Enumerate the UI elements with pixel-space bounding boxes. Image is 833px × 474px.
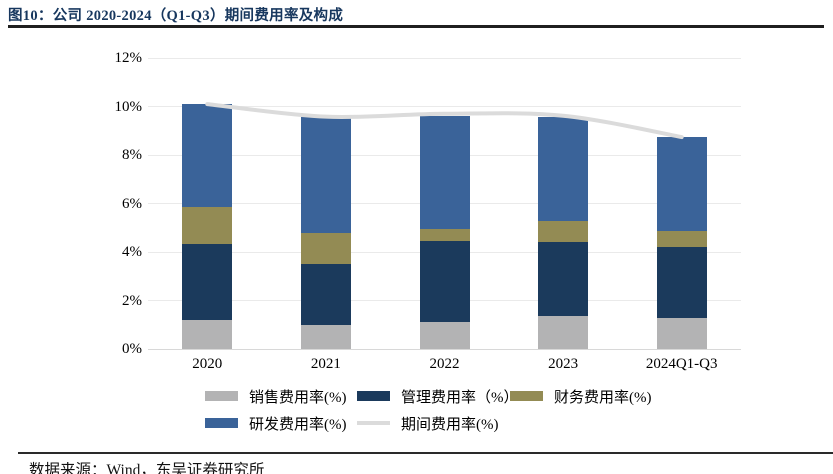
bar-segment-研发费用率(%)	[300, 116, 351, 233]
grid-line-0%	[148, 348, 741, 350]
bar-segment-管理费用率（%）	[656, 247, 707, 318]
legend-row: 销售费用率(%) 管理费用率（%） 财务费用率(%)	[205, 389, 652, 406]
bar-segment-研发费用率(%)	[656, 137, 707, 231]
bar-segment-销售费用率(%)	[656, 317, 707, 349]
legend-label: 管理费用率（%）	[401, 389, 519, 406]
bar-segment-研发费用率(%)	[538, 116, 589, 221]
legend-item-财务费用率(%): 财务费用率(%)	[510, 386, 652, 407]
bar-segment-研发费用率(%)	[419, 116, 470, 229]
y-tick-label: 8%	[122, 147, 142, 163]
x-tick-label: 2022	[429, 356, 460, 372]
title-divider-rule	[8, 25, 824, 28]
bar-segment-财务费用率(%)	[182, 206, 233, 244]
legend-color-swatch	[510, 391, 543, 401]
bar-segment-销售费用率(%)	[300, 325, 351, 349]
y-tick-label: 12%	[114, 50, 143, 66]
bar-segment-财务费用率(%)	[419, 228, 470, 242]
y-tick-label: 2%	[122, 292, 142, 309]
legend-label: 财务费用率(%)	[554, 389, 652, 406]
x-tick-label: 2020	[192, 356, 223, 372]
legend-color-swatch	[205, 418, 238, 428]
bar-segment-销售费用率(%)	[182, 319, 233, 349]
bar-segment-研发费用率(%)	[182, 104, 233, 207]
legend-label: 期间费用率(%)	[401, 416, 499, 433]
data-source-note: 数据来源：Wind，东吴证券研究所	[29, 462, 265, 474]
figure-title: 图10：公司 2020-2024（Q1-Q3）期间费用率及构成	[8, 8, 344, 24]
chart-legend: 销售费用率(%) 管理费用率（%） 财务费用率(%) 研发费用率(%) 期间费用率(%)	[205, 389, 652, 443]
y-tick-label: 0%	[122, 341, 142, 357]
y-tick-label: 10%	[114, 98, 143, 115]
bar-segment-管理费用率（%）	[538, 241, 589, 316]
bar-segment-管理费用率（%）	[419, 241, 470, 322]
legend-item-管理费用率（%）: 管理费用率（%）	[357, 386, 519, 407]
bar-segment-管理费用率（%）	[300, 263, 351, 326]
x-tick-label: 2021	[310, 356, 341, 372]
bar-segment-销售费用率(%)	[419, 321, 470, 349]
grid-line-10%	[148, 106, 741, 107]
x-tick-label: 2024Q1-Q3	[645, 356, 718, 372]
legend-color-swatch	[357, 391, 390, 401]
bar-segment-财务费用率(%)	[656, 230, 707, 248]
bar-segment-管理费用率（%）	[182, 243, 233, 320]
legend-line-swatch	[357, 421, 390, 425]
grid-line-12%	[148, 57, 741, 59]
legend-item-销售费用率(%): 销售费用率(%)	[205, 386, 357, 407]
legend-label: 研发费用率(%)	[249, 416, 347, 433]
footer-divider-rule	[18, 452, 833, 454]
bar-segment-销售费用率(%)	[538, 315, 589, 349]
y-tick-label: 4%	[122, 244, 142, 260]
legend-label: 销售费用率(%)	[249, 389, 347, 406]
bar-segment-财务费用率(%)	[300, 232, 351, 264]
legend-color-swatch	[205, 391, 238, 401]
legend-row: 研发费用率(%) 期间费用率(%)	[205, 416, 652, 433]
x-tick-label: 2023	[548, 356, 579, 372]
legend-item-研发费用率(%): 研发费用率(%)	[205, 413, 357, 434]
y-tick-label: 6%	[122, 195, 142, 212]
legend-item-期间费用率(%): 期间费用率(%)	[357, 413, 499, 434]
bar-segment-财务费用率(%)	[538, 220, 589, 242]
